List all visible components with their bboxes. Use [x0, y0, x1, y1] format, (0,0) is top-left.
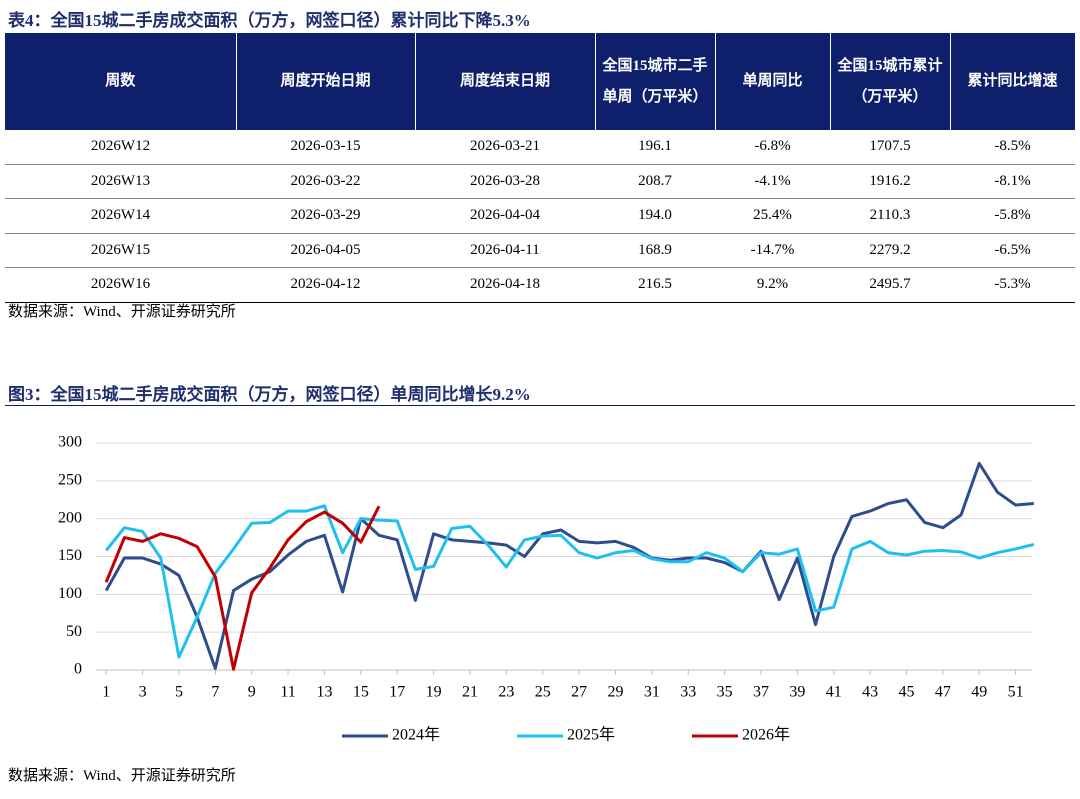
table-cell: 196.1 — [595, 130, 715, 165]
y-tick-label: 300 — [58, 434, 82, 451]
table-cell: 1916.2 — [830, 164, 950, 199]
data-table: 周数 周度开始日期 周度结束日期 全国15城市二手单周（万平米） 单周同比 全国15城市累… — [5, 33, 1076, 303]
series-line — [104, 461, 1034, 670]
table-cell: -6.5% — [950, 233, 1075, 268]
table-cell: 2110.3 — [830, 198, 950, 234]
table-row: 2026W15 2026-04-05 2026-04-11 168.9 -14.7% 22… — [5, 233, 1075, 268]
table-cell: -6.8% — [715, 130, 830, 165]
y-tick-label: 250 — [58, 472, 82, 489]
table-cell: -5.8% — [950, 198, 1075, 234]
title-rule — [5, 405, 1075, 406]
x-tick-label: 47 — [935, 684, 951, 701]
table-cell: 2026W13 — [5, 164, 236, 199]
table-cell: 216.5 — [595, 267, 715, 303]
table-cell: 2026-03-22 — [236, 164, 415, 199]
table-title: 表4：全国15城二手房成交面积（万方，网签口径）累计同比下降5.3% — [8, 11, 531, 30]
x-tick-label: 43 — [862, 684, 878, 701]
x-tick-label: 39 — [789, 684, 805, 701]
x-tick-label: 51 — [1008, 684, 1024, 701]
x-tick-label: 9 — [248, 684, 256, 701]
x-tick-label: 27 — [571, 684, 587, 701]
legend-label: 2025年 — [567, 726, 615, 744]
table-cell: 208.7 — [595, 164, 715, 199]
series-line — [105, 504, 1035, 659]
table-cell: 2026W16 — [5, 267, 236, 303]
header-cell: 全国15城市二手单周（万平米） — [595, 33, 716, 130]
table-cell: 2026-03-15 — [236, 130, 415, 165]
header-cell: 单周同比 — [715, 33, 831, 130]
x-tick-label: 1 — [102, 684, 110, 701]
x-tick-label: 37 — [753, 684, 769, 701]
x-tick-label: 33 — [680, 684, 696, 701]
x-tick-label: 15 — [353, 684, 369, 701]
legend-label: 2024年 — [392, 726, 440, 744]
y-tick-label: 50 — [66, 623, 82, 640]
table-row: 2026W14 2026-03-29 2026-04-04 194.0 25.4% 211… — [5, 198, 1075, 234]
table-cell: 25.4% — [715, 198, 830, 234]
table-cell: 2026-03-29 — [236, 198, 415, 234]
x-tick-label: 21 — [462, 684, 478, 701]
table-cell: 1707.5 — [830, 130, 950, 165]
x-tick-label: 31 — [644, 684, 660, 701]
y-tick-label: 200 — [58, 509, 82, 526]
x-tick-label: 5 — [175, 684, 183, 701]
table-cell: 2026-04-11 — [415, 233, 595, 268]
x-tick-label: 3 — [139, 684, 147, 701]
x-tick-label: 25 — [535, 684, 551, 701]
table-cell: 9.2% — [715, 267, 830, 303]
header-cell: 周度开始日期 — [236, 33, 416, 130]
x-tick-label: 17 — [389, 684, 405, 701]
header-cell: 累计同比增速 — [950, 33, 1076, 130]
x-tick-label: 7 — [211, 684, 219, 701]
y-tick-label: 150 — [58, 547, 82, 564]
table-row: 2026W12 2026-03-15 2026-03-21 196.1 -6.8% 170… — [5, 130, 1075, 165]
table-cell: -4.1% — [715, 164, 830, 199]
table-cell: 168.9 — [595, 233, 715, 268]
table-cell: 2026-04-12 — [236, 267, 415, 303]
table-cell: -14.7% — [715, 233, 830, 268]
series-line — [104, 505, 381, 671]
table-cell: 2495.7 — [830, 267, 950, 303]
chart-source: 数据来源：Wind、开源证券研究所 — [8, 768, 236, 784]
table-cell: 2026W12 — [5, 130, 236, 165]
x-tick-label: 23 — [498, 684, 514, 701]
table-cell: 2026-04-04 — [415, 198, 595, 234]
x-tick-label: 35 — [717, 684, 733, 701]
table-row: 2026W13 2026-03-22 2026-03-28 208.7 -4.1% 191… — [5, 164, 1075, 199]
table-cell: 2026-04-05 — [236, 233, 415, 268]
table-cell: -8.5% — [950, 130, 1075, 165]
x-tick-label: 11 — [280, 684, 295, 701]
table-body: 2026W12 2026-03-15 2026-03-21 196.1 -6.8% 170… — [5, 130, 1075, 303]
table-cell: 2026W15 — [5, 233, 236, 268]
x-tick-label: 13 — [316, 684, 332, 701]
table-cell: 2026-03-28 — [415, 164, 595, 199]
x-tick-label: 49 — [971, 684, 987, 701]
header-row: 周数 周度开始日期 周度结束日期 全国15城市二手单周（万平米） 单周同比 全国15城市累… — [5, 33, 1076, 130]
table-cell: 2279.2 — [830, 233, 950, 268]
y-tick-label: 0 — [74, 661, 82, 678]
x-tick-label: 41 — [826, 684, 842, 701]
table-source: 数据来源：Wind、开源证券研究所 — [8, 304, 236, 320]
table-cell: -8.1% — [950, 164, 1075, 199]
header-cell: 周数 — [5, 33, 237, 130]
chart-title: 图3：全国15城二手房成交面积（万方，网签口径）单周同比增长9.2% — [8, 385, 531, 404]
legend-label: 2026年 — [742, 726, 790, 744]
table-cell: 2026-03-21 — [415, 130, 595, 165]
y-tick-label: 100 — [58, 585, 82, 602]
x-tick-label: 19 — [426, 684, 442, 701]
table-row: 2026W16 2026-04-12 2026-04-18 216.5 9.2% 2495… — [5, 267, 1075, 303]
table-cell: 2026W14 — [5, 198, 236, 234]
x-tick-label: 45 — [898, 684, 914, 701]
table-cell: -5.3% — [950, 267, 1075, 303]
table-cell: 194.0 — [595, 198, 715, 234]
table-cell: 2026-04-18 — [415, 267, 595, 303]
header-cell: 全国15城市累计（万平米） — [830, 33, 951, 130]
x-tick-label: 29 — [607, 684, 623, 701]
header-cell: 周度结束日期 — [415, 33, 596, 130]
